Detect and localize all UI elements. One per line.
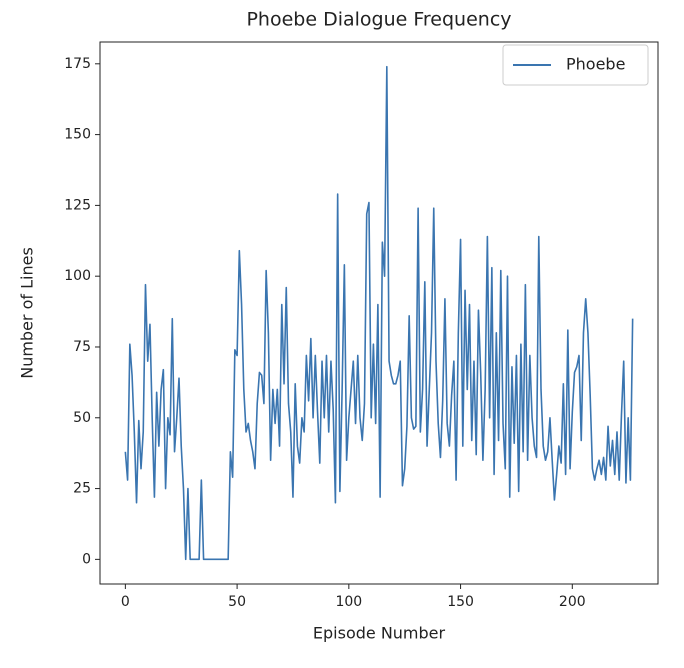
x-tick-label: 0: [121, 594, 130, 610]
x-tick-label: 150: [447, 594, 474, 610]
y-tick-label: 150: [64, 127, 91, 143]
x-tick-label: 100: [335, 594, 362, 610]
legend-label: Phoebe: [566, 55, 625, 74]
x-tick-label: 50: [228, 594, 246, 610]
chart-title: Phoebe Dialogue Frequency: [246, 9, 511, 31]
y-tick-label: 100: [64, 268, 91, 284]
y-tick-label: 25: [73, 481, 91, 497]
y-tick-label: 175: [64, 56, 91, 72]
x-tick-label: 200: [559, 594, 586, 610]
y-axis-label: Number of Lines: [18, 247, 37, 379]
y-tick-label: 0: [82, 551, 91, 567]
legend-box: [502, 44, 649, 86]
x-axis-label: Episode Number: [313, 624, 446, 643]
plot-frame: [99, 41, 659, 585]
y-tick-label: 50: [73, 410, 91, 426]
y-tick-label: 75: [73, 339, 91, 355]
data-line: [124, 65, 634, 561]
y-tick-label: 125: [64, 197, 91, 213]
